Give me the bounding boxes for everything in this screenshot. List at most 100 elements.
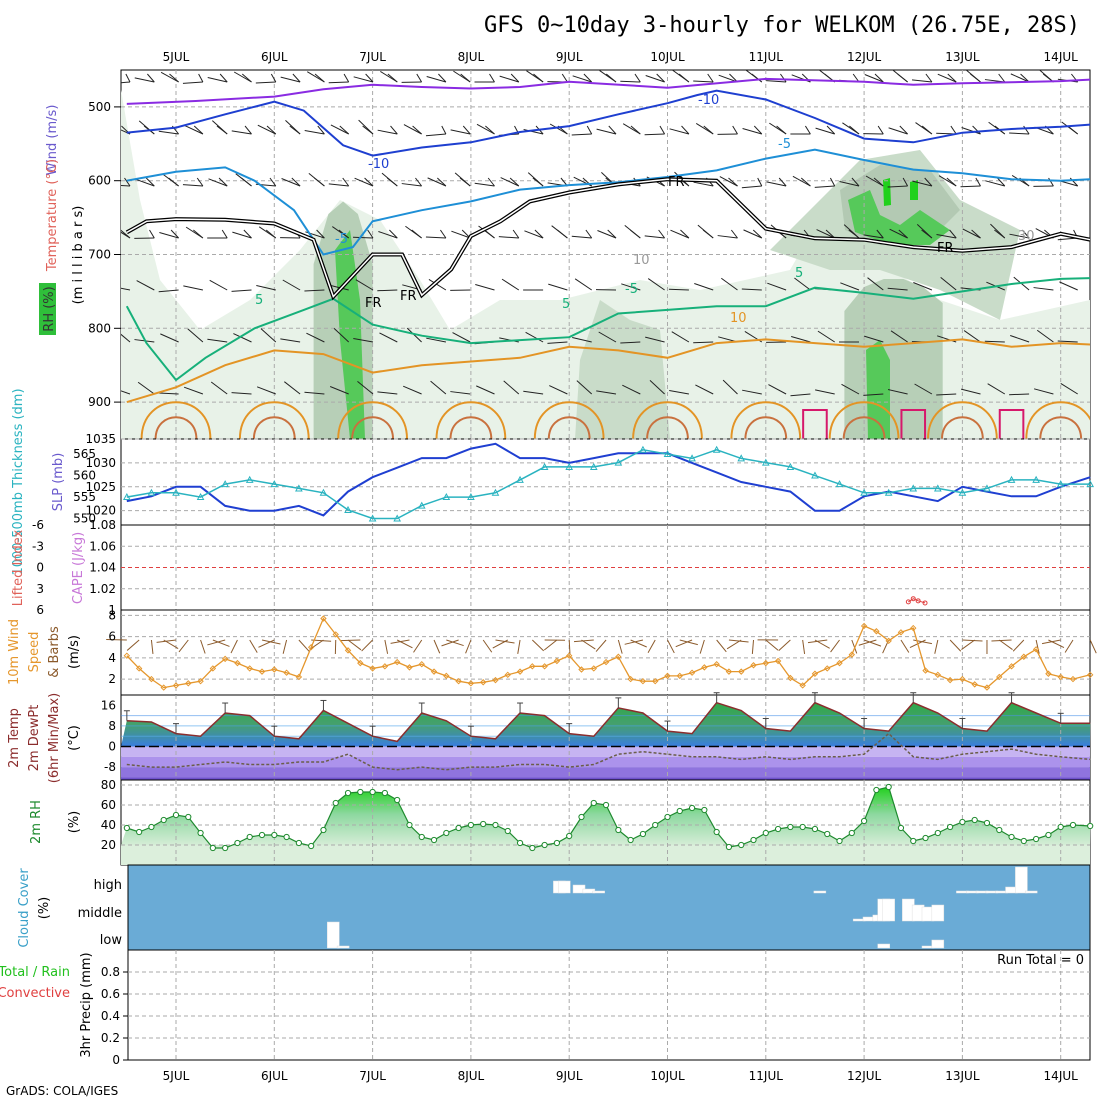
isotherm-line xyxy=(126,77,1090,105)
thickness-marker xyxy=(712,445,721,453)
wind-axes: 2 4 6 8 xyxy=(108,608,116,686)
thickness-marker xyxy=(319,488,328,496)
wind-speed-marker xyxy=(357,659,364,667)
thickness-marker xyxy=(565,462,574,470)
rh-marker xyxy=(701,806,708,814)
temp-band xyxy=(121,777,1090,780)
wind-barb xyxy=(911,79,932,83)
x-tick-top: 5JUL xyxy=(163,50,190,64)
thickness-tick-label: 550 xyxy=(73,512,96,526)
rh-marker xyxy=(787,823,794,831)
rh-marker xyxy=(1020,837,1027,845)
rh-marker xyxy=(258,831,266,839)
wind-speed-marker xyxy=(307,643,315,651)
wind-barb xyxy=(742,389,762,395)
wind-barb xyxy=(693,181,714,187)
ylabel-cape: CAPE (J/kg) xyxy=(71,532,86,604)
wind-speed-marker xyxy=(258,668,266,675)
wind-barb-flag xyxy=(168,177,179,187)
wind-barb xyxy=(182,184,203,187)
wind-barb xyxy=(121,81,131,84)
wind-speed-marker xyxy=(320,615,327,622)
precip-panel: 0.8 0.6 0.4 0.2 0 Run Total = 0 Total / Rain… xyxy=(0,949,1091,1067)
thickness-marker xyxy=(1086,480,1095,488)
isotherm-15-bump xyxy=(351,416,395,439)
li-tick-label: -6 xyxy=(32,518,44,532)
rh-tick-label: 40 xyxy=(101,818,116,832)
rh-marker xyxy=(762,829,769,837)
wind-speed-marker xyxy=(1008,663,1015,670)
cloud-bar-high xyxy=(592,890,605,894)
wind-speed-marker xyxy=(455,677,462,685)
wind-speed-marker xyxy=(1045,670,1052,677)
wind-barb-flag xyxy=(145,177,155,187)
rh-marker xyxy=(738,841,745,849)
rh-tick-label: 80 xyxy=(101,778,116,792)
wind-barb-flag xyxy=(169,73,179,83)
wind-barb-flag xyxy=(971,229,981,239)
thickness-tick-label: 560 xyxy=(73,469,96,483)
cloud-bar-high xyxy=(1024,890,1038,894)
wind-speed-marker xyxy=(971,681,978,688)
wind-speed-marker xyxy=(443,672,450,680)
cloud-bar-middle xyxy=(931,904,945,922)
wind-barb-flag xyxy=(972,125,981,135)
wind-barb xyxy=(693,341,714,344)
stability-panel: -6 -3 0 3 6 1.08 1.06 1.04 1.02 1 Lifted Index CA… xyxy=(11,518,1091,617)
wind-barb xyxy=(231,130,252,135)
wind-barb xyxy=(694,283,714,291)
rh-marker xyxy=(799,823,806,831)
wind-barb xyxy=(160,333,179,343)
freezing-level-inner xyxy=(126,178,1090,299)
surface-wind-barb xyxy=(581,639,596,650)
wind-barb xyxy=(815,389,835,395)
wind-barb xyxy=(547,341,568,344)
wind-speed-marker xyxy=(246,665,253,672)
rh-marker xyxy=(480,820,487,828)
surface-wind-barb xyxy=(384,639,389,654)
wind-speed-marker xyxy=(1057,673,1064,681)
wind-barb xyxy=(622,384,641,395)
wind-barb-flag xyxy=(751,73,763,83)
thickness-marker xyxy=(270,480,279,488)
wind-barb xyxy=(912,180,933,187)
surface-wind-barb xyxy=(465,639,472,654)
surface-wind-barb xyxy=(249,639,258,653)
wind-barb xyxy=(501,278,520,291)
wind-speed-marker xyxy=(934,671,942,679)
wind-barb xyxy=(814,185,835,188)
wind-barb xyxy=(571,235,592,239)
wind-barb xyxy=(576,380,593,395)
wind-speed-marker xyxy=(406,664,413,671)
wind-barb-flag xyxy=(532,177,544,187)
pressure-axis: 500 600 700 800 900 xyxy=(88,100,121,409)
rh-marker xyxy=(406,821,413,829)
wind-barb xyxy=(450,391,471,395)
wind-barb xyxy=(182,81,203,84)
wind-speed-marker xyxy=(774,657,782,665)
wind-barb-flag xyxy=(607,229,617,239)
wind-speed-marker xyxy=(996,673,1003,681)
surface-wind-barb xyxy=(716,639,727,653)
wind-barb-flag xyxy=(800,177,811,187)
slp-tick-label: 1020 xyxy=(85,504,116,518)
wind-barb xyxy=(1033,287,1054,291)
wind-barb xyxy=(863,234,884,239)
wind-barb xyxy=(158,289,179,293)
wind-barb xyxy=(183,285,204,291)
rh-marker xyxy=(836,837,843,845)
wind-barb-flag xyxy=(586,125,593,135)
wind-barb-flag xyxy=(629,229,641,239)
wind-barb xyxy=(645,336,665,343)
rh-marker xyxy=(947,823,954,831)
surface-wind-barb xyxy=(667,639,675,654)
surface-wind-barb xyxy=(207,639,226,646)
wind-speed-marker xyxy=(578,666,585,673)
wind-barb-flag xyxy=(732,125,738,135)
wind-barb-flag xyxy=(899,125,908,135)
pressure-tick-label: 500 xyxy=(88,100,111,114)
ylabel-minmax: (6hr Min/Max) xyxy=(47,693,62,783)
cape-marker xyxy=(922,600,928,606)
rh-fill-saturated xyxy=(335,230,365,439)
thickness-marker xyxy=(933,484,942,492)
